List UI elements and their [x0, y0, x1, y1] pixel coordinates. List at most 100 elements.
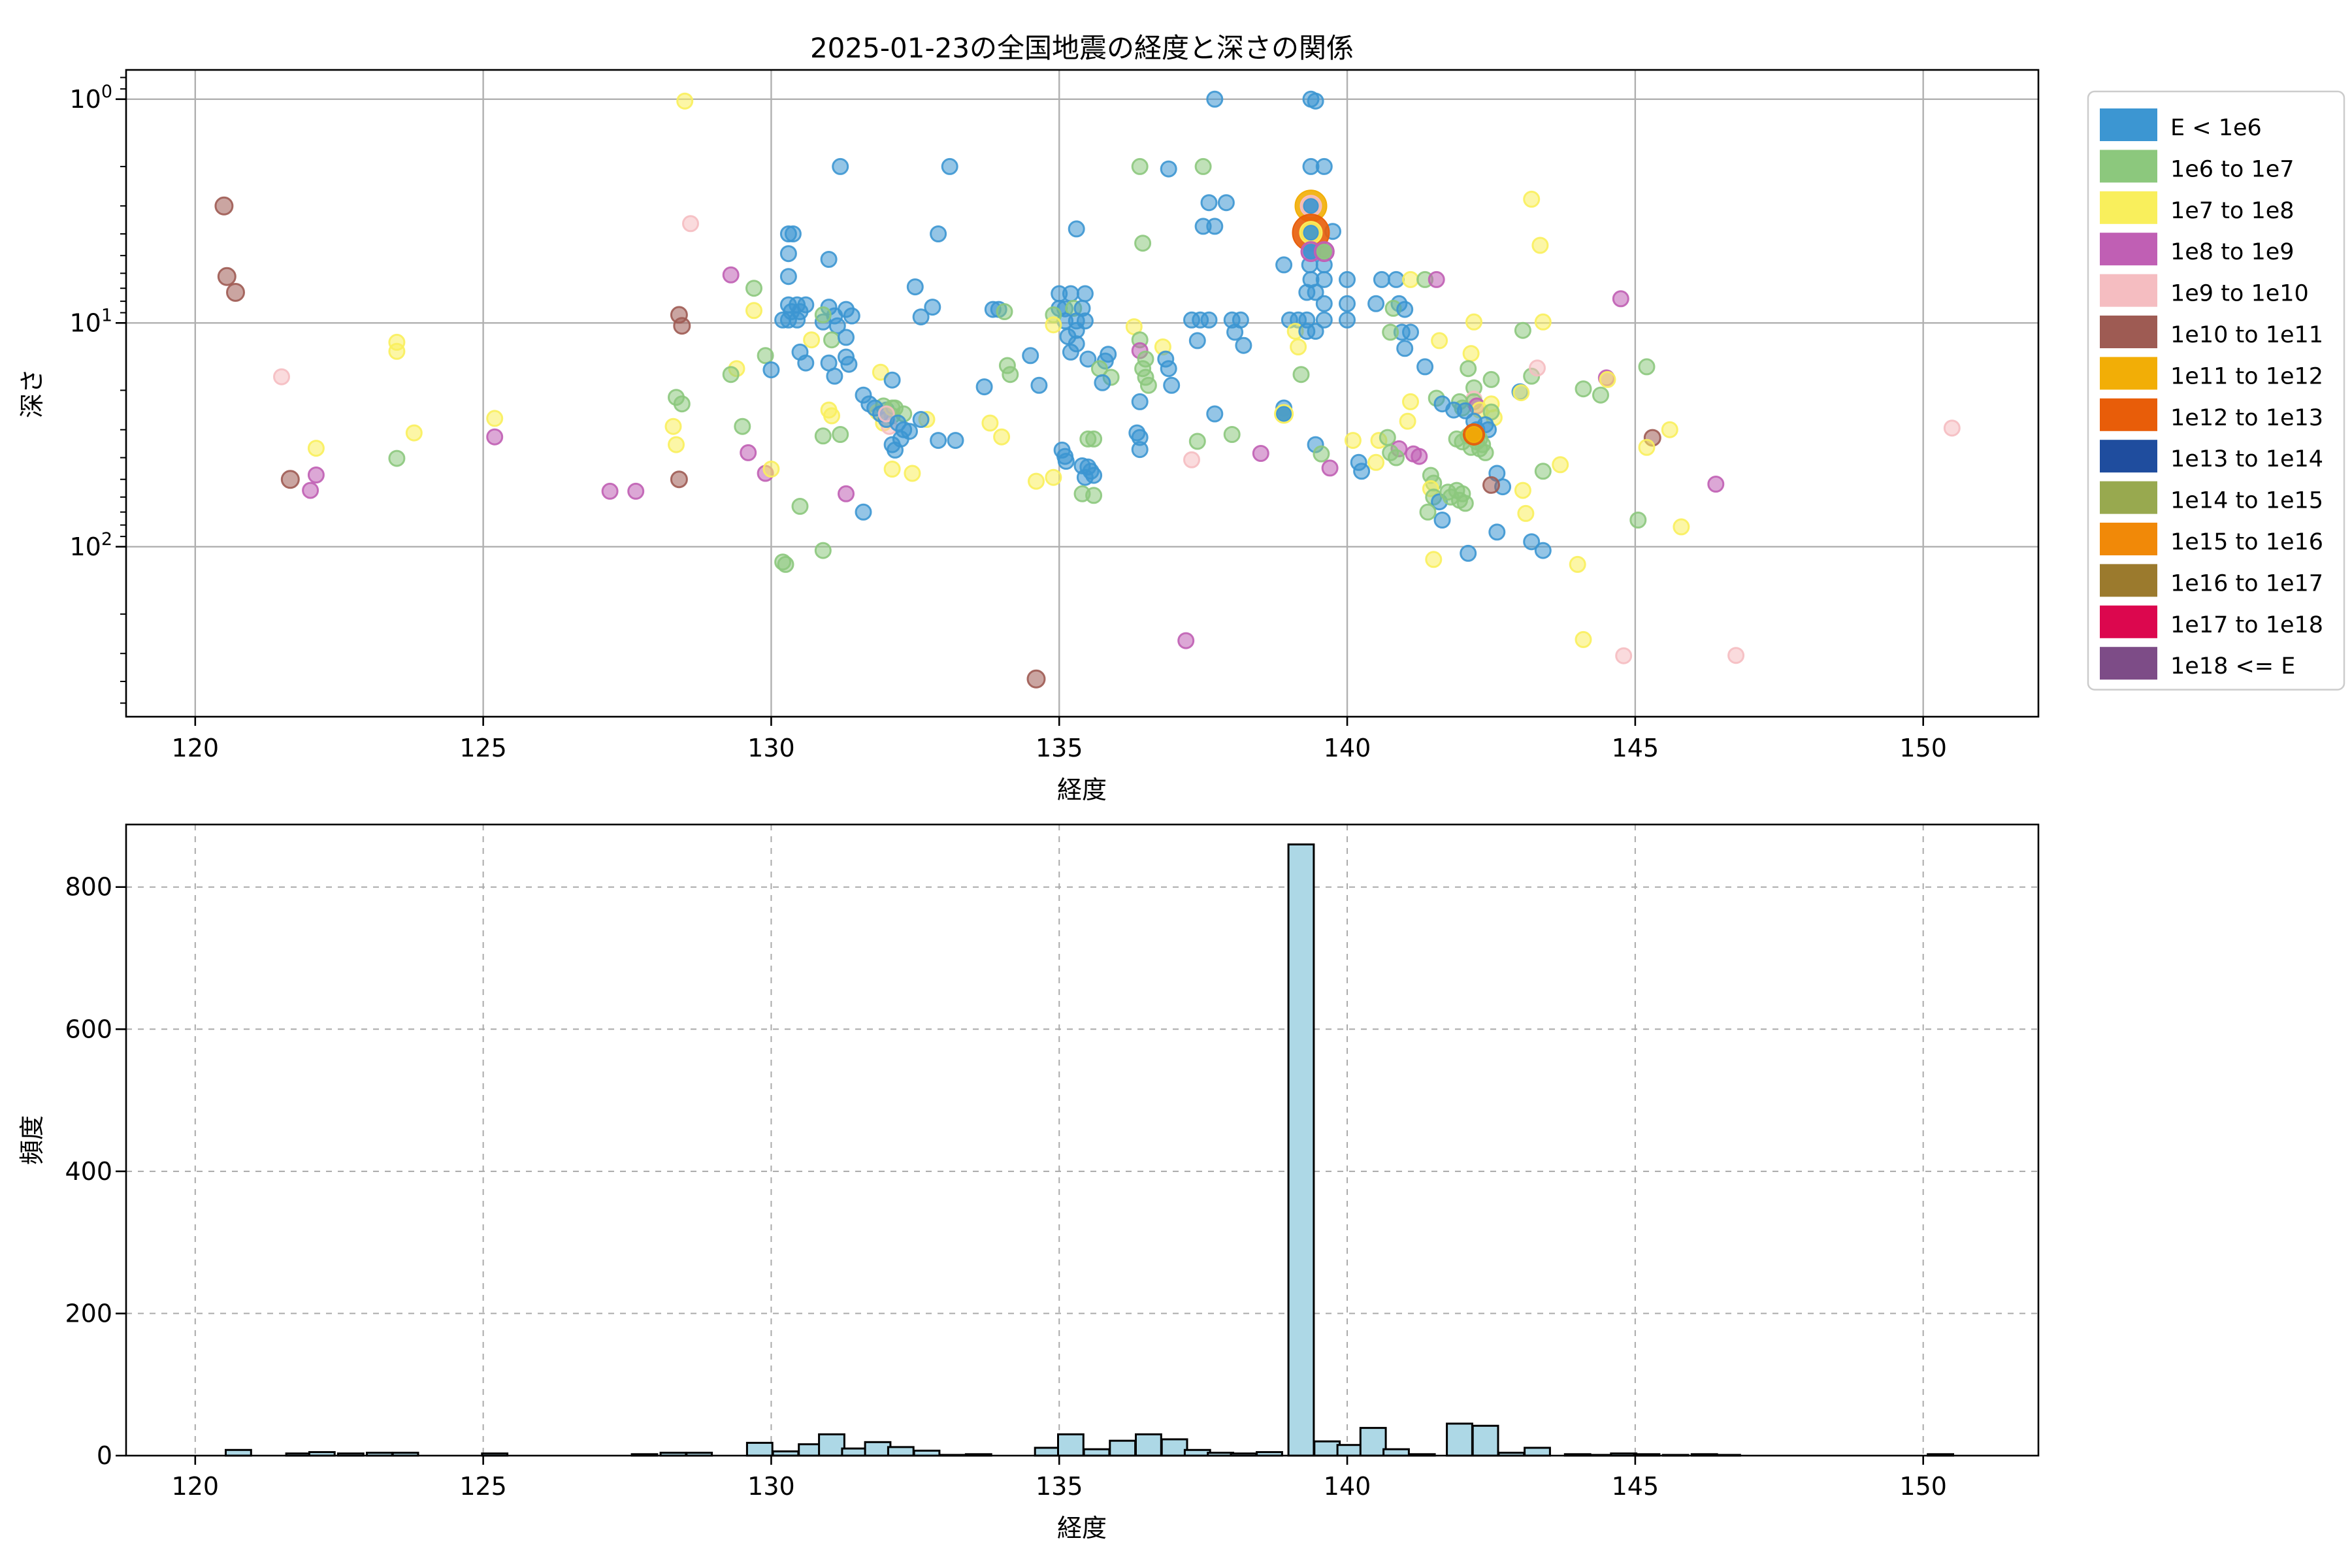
scatter-point: [855, 503, 872, 521]
scatter-point: [1085, 430, 1103, 448]
scatter-point: [941, 157, 958, 175]
histogram-xaxis-label: 経度: [1057, 1514, 1107, 1543]
scatter-point: [784, 225, 802, 242]
scatter-point: [1379, 429, 1396, 446]
scatter-point: [924, 299, 941, 316]
histogram-bar: [1083, 1448, 1111, 1457]
scatter-point: [1707, 476, 1725, 493]
scatter-point: [1094, 374, 1111, 391]
scatter-point: [1396, 340, 1414, 357]
scatter-point: [1388, 270, 1405, 288]
scatter-point: [1068, 220, 1085, 238]
legend-swatch: [2100, 233, 2157, 266]
scatter-point: [1529, 359, 1546, 377]
scatter-point: [1002, 366, 1019, 384]
scatter-point: [1402, 323, 1419, 341]
scatter-point: [673, 395, 691, 413]
scatter-point: [1477, 444, 1494, 461]
grid-layer: [126, 70, 2038, 1456]
scatter-point: [832, 426, 849, 443]
scatter-point: [1456, 495, 1474, 512]
scatter-point: [1411, 448, 1428, 465]
scatter-point: [820, 251, 838, 268]
legend-label: 1e9 to 1e10: [2170, 281, 2309, 307]
scatter-point: [1188, 433, 1206, 450]
scatter-point: [1160, 160, 1177, 178]
legend-label: 1e6 to 1e7: [2170, 156, 2295, 182]
scatter-point: [1367, 453, 1385, 471]
scatter-point: [1062, 285, 1079, 302]
scatter-point: [1727, 647, 1745, 664]
histogram-yaxis-label: 頻度: [18, 1115, 46, 1165]
scatter-point: [1638, 438, 1656, 456]
scatter-xaxis-label: 経度: [1057, 776, 1107, 804]
scatter-point: [1534, 313, 1552, 331]
legend-swatch: [2100, 316, 2157, 348]
scatter-point: [670, 470, 688, 489]
scatter-point: [1045, 316, 1062, 334]
scatter-point: [996, 303, 1013, 320]
scatter-point: [1465, 313, 1482, 331]
hist-xtick-label: 150: [1899, 1472, 1947, 1501]
scatter-point: [1307, 284, 1324, 301]
scatter-point: [676, 92, 694, 110]
scatter-point: [1482, 476, 1500, 494]
scatter-point: [1315, 311, 1333, 329]
scatter-point: [777, 555, 794, 573]
scatter-point: [1339, 295, 1356, 312]
hist-ytick-label: 200: [65, 1299, 112, 1328]
scatter-point: [843, 307, 860, 325]
scatter-point: [673, 317, 691, 335]
histogram-bar: [1034, 1446, 1062, 1457]
scatter-point: [486, 428, 504, 446]
scatter-point: [826, 367, 843, 385]
scatter-point: [797, 354, 815, 372]
scatter-point: [668, 436, 685, 453]
scatter-point: [1307, 92, 1324, 110]
scatter-point: [1076, 285, 1094, 302]
scatter-point: [912, 308, 930, 326]
scatter-point: [1433, 512, 1451, 529]
scatter-point: [1079, 350, 1097, 368]
scatter-point: [947, 432, 964, 449]
scatter-xtick-label: 130: [747, 734, 795, 762]
scatter-point: [823, 407, 840, 425]
scatter-point: [1206, 405, 1224, 423]
scatter-point: [1661, 421, 1678, 438]
scatter-point: [1367, 295, 1385, 312]
scatter-point: [302, 482, 319, 499]
scatter-point: [828, 317, 846, 335]
scatter-xtick-label: 125: [459, 734, 507, 762]
scatter-point: [883, 371, 901, 389]
legend-label: 1e18 <= E: [2170, 653, 2295, 679]
scatter-point: [1402, 393, 1419, 410]
histogram-bar: [1524, 1446, 1551, 1457]
data-layer: [214, 90, 1961, 1457]
scatter-point: [1373, 270, 1390, 288]
histogram-bar: [818, 1433, 845, 1457]
scatter-point: [1388, 449, 1405, 466]
scatter-point: [1226, 323, 1244, 341]
scatter-point: [1419, 503, 1437, 521]
hist-xtick-label: 130: [747, 1472, 795, 1501]
scatter-point: [486, 410, 504, 427]
scatter-highlight-point: [1303, 198, 1319, 214]
scatter-point: [912, 411, 930, 428]
scatter-highlight-point: [1316, 244, 1332, 260]
scatter-xtick-label: 120: [172, 734, 220, 762]
scatter-point: [1344, 432, 1362, 449]
hist-xtick-label: 120: [172, 1472, 220, 1501]
scatter-point: [745, 280, 762, 297]
scatter-point: [1177, 632, 1195, 649]
scatter-point: [307, 466, 325, 483]
scatter-ytick-label: 100: [69, 82, 112, 114]
scatter-xtick-label: 135: [1036, 734, 1083, 762]
scatter-point: [814, 427, 832, 445]
scatter-point: [872, 363, 889, 381]
hist-xtick-label: 145: [1612, 1472, 1659, 1501]
scatter-point: [1569, 555, 1586, 573]
hist-ytick-label: 400: [65, 1157, 112, 1186]
legend-swatch: [2100, 357, 2157, 390]
scatter-point: [1131, 441, 1149, 459]
